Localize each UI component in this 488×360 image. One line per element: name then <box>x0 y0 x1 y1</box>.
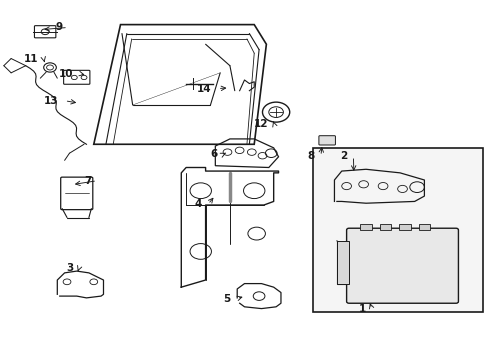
Text: 5: 5 <box>223 294 230 303</box>
Bar <box>336 241 348 284</box>
Text: 1: 1 <box>358 304 366 314</box>
Bar <box>360 224 371 230</box>
Text: 6: 6 <box>209 149 217 159</box>
FancyBboxPatch shape <box>346 228 458 303</box>
Text: 12: 12 <box>253 119 268 129</box>
Text: 4: 4 <box>194 199 202 209</box>
Bar <box>398 224 410 230</box>
Text: 10: 10 <box>59 68 73 78</box>
Bar <box>379 224 390 230</box>
FancyBboxPatch shape <box>318 136 335 145</box>
Text: 7: 7 <box>84 176 91 186</box>
Text: 8: 8 <box>307 151 314 161</box>
Text: 14: 14 <box>197 84 211 94</box>
Text: 13: 13 <box>44 96 59 106</box>
Text: 2: 2 <box>340 151 347 161</box>
Bar <box>312 148 482 312</box>
Bar <box>418 224 429 230</box>
Text: 11: 11 <box>23 54 38 64</box>
Text: 9: 9 <box>55 22 62 32</box>
Text: 3: 3 <box>66 262 73 273</box>
